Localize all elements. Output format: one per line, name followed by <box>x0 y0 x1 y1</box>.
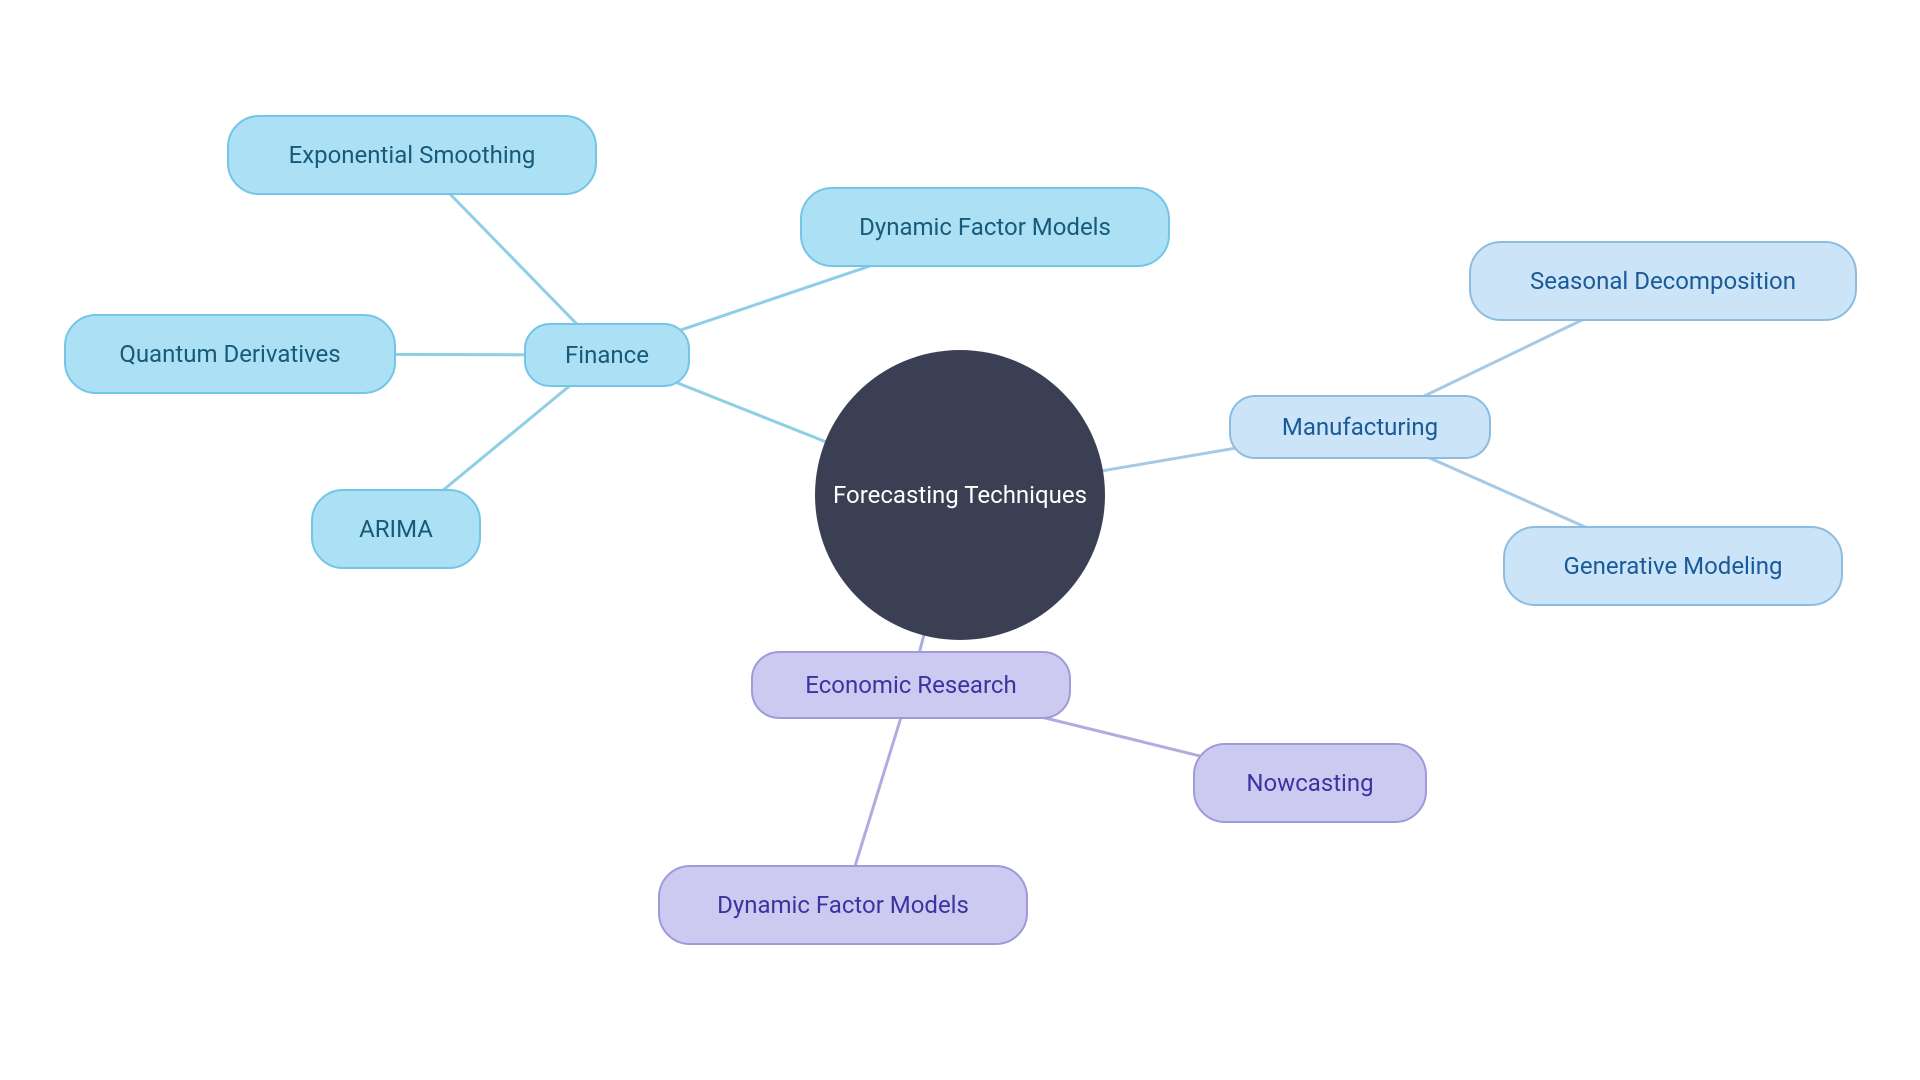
leaf-quantum-deriv-label: Quantum Derivatives <box>119 340 340 368</box>
branch-econ-research-label: Economic Research <box>805 671 1016 699</box>
branch-manufacturing: Manufacturing <box>1229 395 1491 459</box>
leaf-dfm-finance: Dynamic Factor Models <box>800 187 1170 267</box>
leaf-quantum-deriv: Quantum Derivatives <box>64 314 396 394</box>
leaf-arima-label: ARIMA <box>359 515 433 543</box>
leaf-nowcasting: Nowcasting <box>1193 743 1427 823</box>
leaf-gen-modeling-label: Generative Modeling <box>1564 552 1783 580</box>
branch-manufacturing-label: Manufacturing <box>1282 413 1438 441</box>
center-node-label: Forecasting Techniques <box>833 481 1087 509</box>
branch-finance: Finance <box>524 323 690 387</box>
leaf-arima: ARIMA <box>311 489 481 569</box>
leaf-dfm-econ: Dynamic Factor Models <box>658 865 1028 945</box>
leaf-seasonal-decomp-label: Seasonal Decomposition <box>1530 267 1796 295</box>
mindmap-canvas: Forecasting Techniques Exponential Smooth… <box>0 0 1920 1080</box>
branch-econ-research: Economic Research <box>751 651 1071 719</box>
branch-finance-label: Finance <box>565 341 649 369</box>
leaf-gen-modeling: Generative Modeling <box>1503 526 1843 606</box>
center-node: Forecasting Techniques <box>815 350 1105 640</box>
leaf-seasonal-decomp: Seasonal Decomposition <box>1469 241 1857 321</box>
leaf-exp-smoothing: Exponential Smoothing <box>227 115 597 195</box>
leaf-nowcasting-label: Nowcasting <box>1246 769 1373 797</box>
leaf-dfm-econ-label: Dynamic Factor Models <box>717 891 969 919</box>
leaf-exp-smoothing-label: Exponential Smoothing <box>289 141 536 169</box>
leaf-dfm-finance-label: Dynamic Factor Models <box>859 213 1111 241</box>
